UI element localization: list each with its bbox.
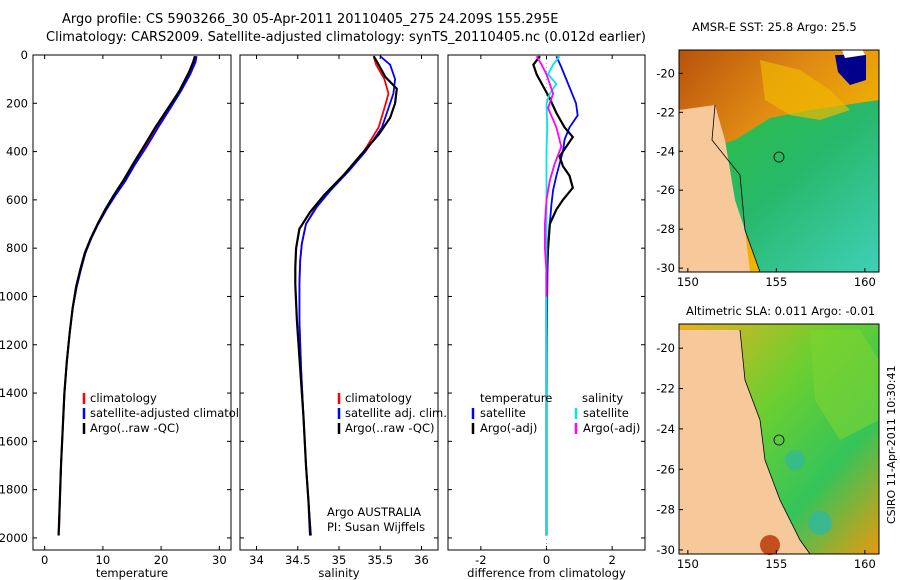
x-tick-label: 35.5	[367, 553, 393, 567]
x-tick-label: 20	[154, 553, 169, 567]
legend-label: Argo(..raw -QC)	[345, 421, 435, 435]
sla-land-mask	[679, 330, 810, 554]
x-tick-label: 10	[96, 553, 111, 567]
figure-title-line1: Argo profile: CS 5903266_30 05-Apr-2011 …	[62, 12, 559, 27]
y-tick-label: 1800	[0, 483, 28, 497]
x-tick-label: 36	[414, 553, 429, 567]
series-line-salinity-argo-adj-	[535, 55, 563, 297]
map-y-tick-label: -28	[656, 503, 675, 517]
y-tick-label: 1000	[0, 289, 28, 303]
temperature-profile-panel: 0 200 400 600 800 1000 1200 1400 1600 1800 2000 0 10…	[0, 48, 260, 580]
map-y-tick-label: -28	[656, 222, 675, 236]
map-y-tick-label: -26	[656, 462, 675, 476]
sst-land-mask	[679, 105, 750, 272]
map-y-tick-label: -22	[656, 382, 675, 396]
figure-title-line2: Climatology: CARS2009. Satellite-adjuste…	[46, 30, 646, 45]
y-tick-label: 800	[6, 241, 28, 255]
y-tick-label: 0	[21, 48, 28, 62]
legend-label: Argo(-adj)	[480, 421, 537, 435]
plot-frame	[239, 54, 439, 551]
map-y-tick-label: -30	[656, 543, 675, 557]
map-x-tick-label: 160	[854, 275, 876, 289]
plot-frame	[32, 54, 232, 551]
legend-label: climatology	[90, 391, 157, 405]
legend-label: satellite	[583, 406, 629, 420]
sla-map	[678, 323, 880, 555]
x-tick-label: 0	[543, 553, 550, 567]
x-axis-label: difference from climatology	[467, 566, 626, 580]
x-tick-label: -2	[475, 553, 486, 567]
legend-header-temperature: temperature	[480, 391, 552, 405]
map-y-tick-label: -20	[656, 66, 675, 80]
series-line-argo-raw-qc-	[294, 55, 398, 536]
pi-annotation-name: PI: Susan Wijffels	[327, 520, 425, 534]
sst-cold-patch	[835, 55, 866, 85]
legend-label: Argo(-adj)	[583, 421, 640, 435]
map-y-tick-label: -22	[656, 105, 675, 119]
sla-map-title: Altimetric SLA: 0.011 Argo: -0.01	[686, 304, 876, 318]
x-tick-label: 30	[212, 553, 227, 567]
credit-timestamp: CSIRO 11-Apr-2011 10:30:41	[885, 365, 898, 524]
legend-label: satellite adj. clim.	[345, 406, 447, 420]
y-tick-label: 1200	[0, 338, 28, 352]
map-x-tick-label: 155	[765, 275, 787, 289]
legend-label: satellite-adjusted climatology	[90, 406, 260, 420]
series-line-salinity-satellite	[545, 55, 561, 536]
map-y-tick-label: -26	[656, 183, 675, 197]
pi-annotation-program: Argo AUSTRALIA	[327, 505, 421, 519]
legend-label: satellite	[480, 406, 526, 420]
y-tick-label: 2000	[0, 531, 28, 545]
x-tick-label: 35	[332, 553, 347, 567]
x-tick-label: 0	[41, 553, 48, 567]
y-tick-label: 400	[6, 145, 28, 159]
x-tick-label: 34.5	[285, 553, 311, 567]
y-tick-label: 200	[6, 96, 28, 110]
series-line-argo-raw-qc-	[57, 55, 196, 536]
map-y-tick-label: -24	[656, 144, 675, 158]
map-x-tick-label: 150	[677, 557, 699, 571]
map-x-tick-label: 160	[854, 557, 876, 571]
salinity-profile-panel: 34 34.5 35 35.5 36 salinity climatologysatelli…	[239, 54, 447, 580]
y-tick-label: 1600	[0, 434, 28, 448]
map-y-tick-label: -24	[656, 422, 675, 436]
legend-label: climatology	[345, 391, 412, 405]
x-tick-label: 2	[609, 553, 616, 567]
x-axis-label: salinity	[318, 566, 359, 580]
sst-map-title: AMSR-E SST: 25.8 Argo: 25.5	[692, 20, 857, 34]
sst-map	[678, 45, 880, 273]
x-axis-label: temperature	[96, 566, 168, 580]
legend-header-salinity: salinity	[582, 391, 623, 405]
x-tick-label: 34	[249, 553, 264, 567]
y-tick-label: 1400	[0, 386, 28, 400]
map-y-tick-label: -30	[656, 261, 675, 275]
y-tick-label: 600	[6, 193, 28, 207]
map-x-tick-label: 155	[765, 557, 787, 571]
map-y-tick-label: -20	[656, 341, 675, 355]
legend-label: Argo(..raw -QC)	[90, 421, 180, 435]
map-x-tick-label: 150	[677, 275, 699, 289]
